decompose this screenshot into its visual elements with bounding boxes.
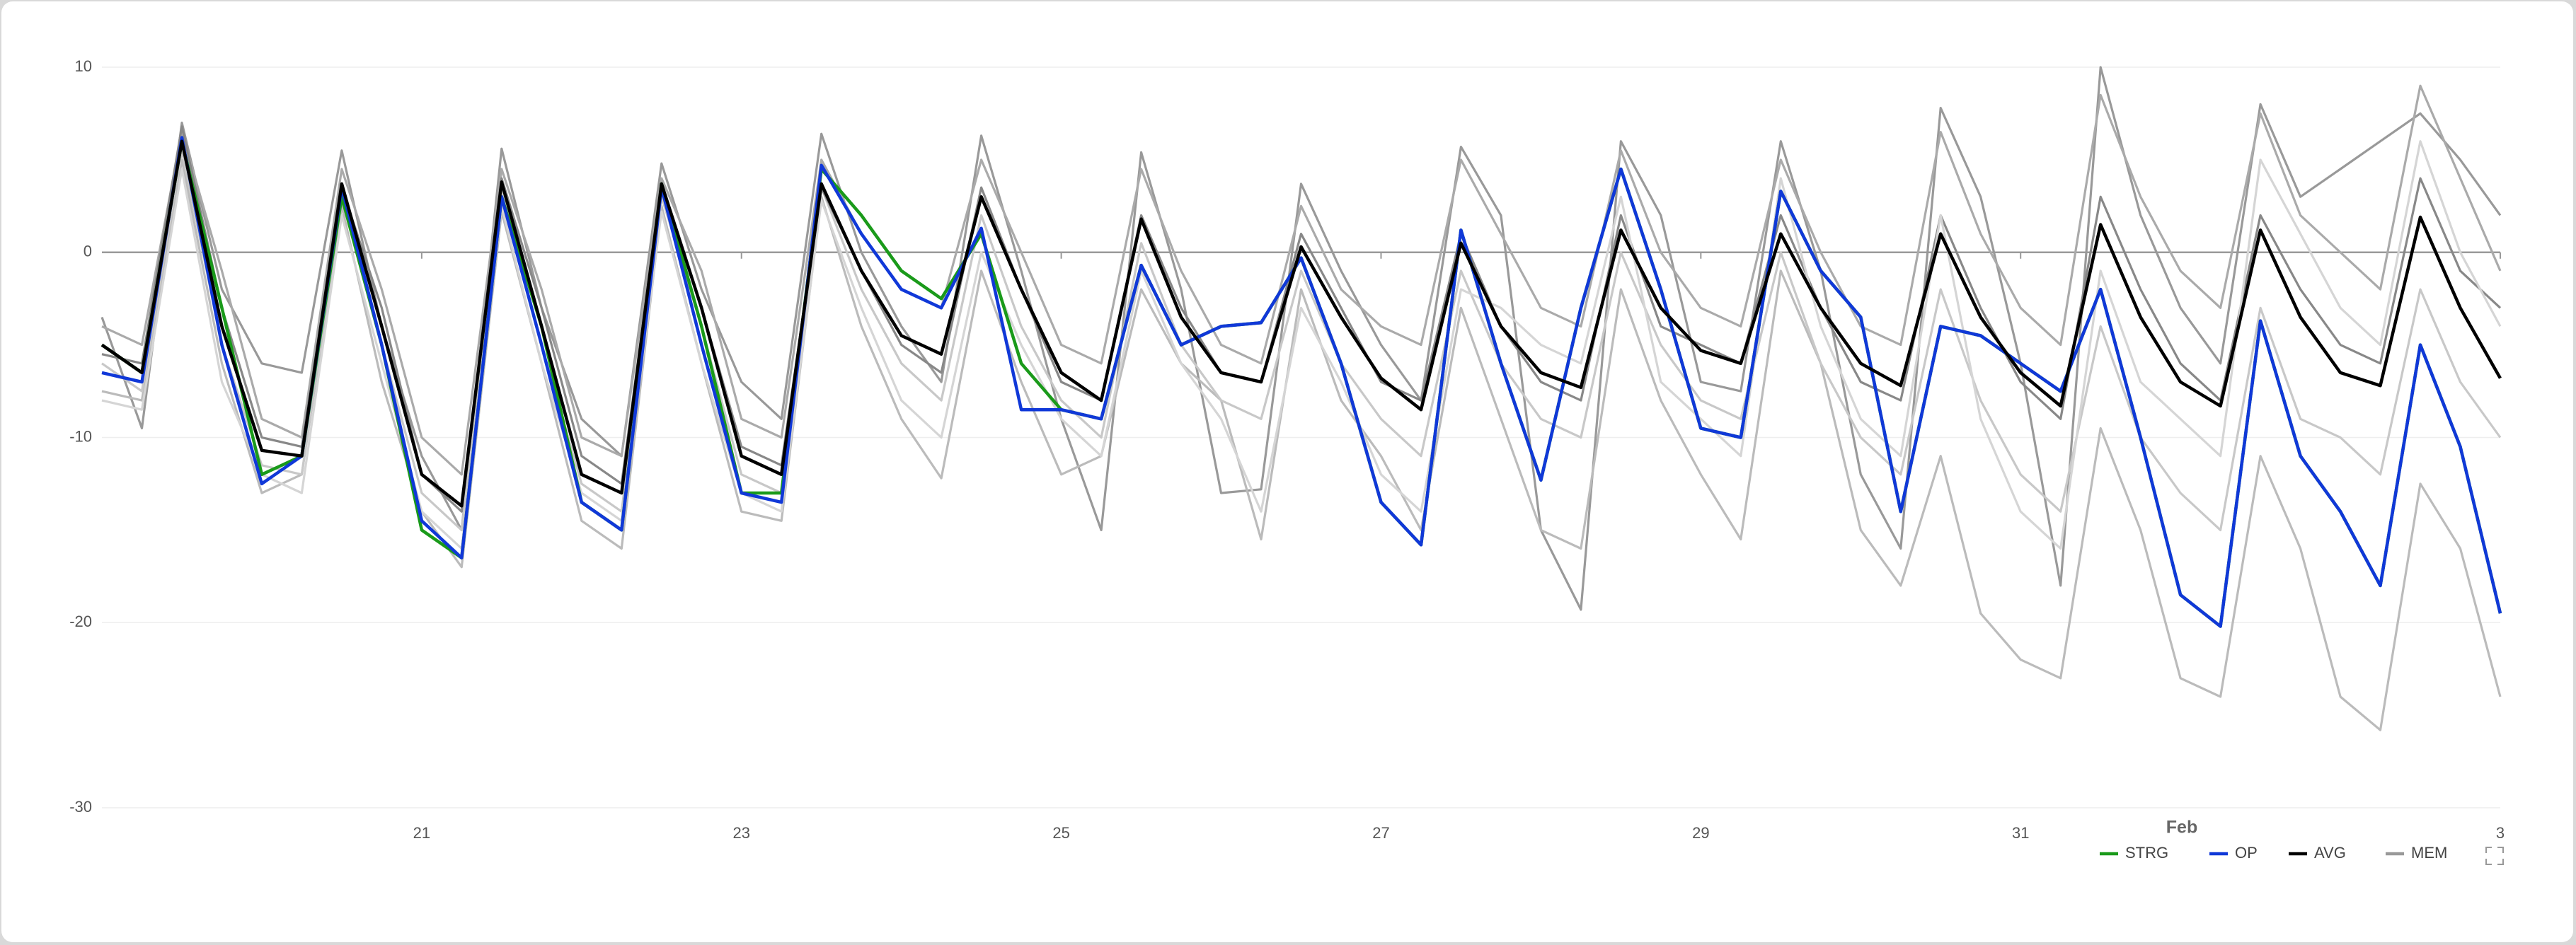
y-tick-label: 0 (84, 243, 92, 260)
y-tick-label: 10 (75, 57, 92, 75)
y-tick-label: -10 (69, 427, 92, 445)
y-tick-label: -20 (69, 613, 92, 630)
legend-label: OP (2235, 844, 2258, 862)
legend-label: AVG (2314, 844, 2346, 862)
member-line (100, 66, 2502, 611)
legend-label: MEM (2411, 844, 2447, 862)
member-line (101, 84, 2502, 476)
legend-label: STRG (2125, 844, 2168, 862)
x-tick-label: 3 (2496, 824, 2505, 842)
y-tick-label: -30 (69, 798, 92, 816)
expand-icon-path[interactable] (2485, 847, 2504, 865)
x-tick-label: 25 (1052, 824, 1069, 842)
series-line (100, 139, 2502, 508)
x-annotation: Feb (2166, 818, 2197, 837)
x-tick-label: 29 (1692, 824, 1709, 842)
member-line (101, 125, 2502, 513)
x-tick-label: 27 (1372, 824, 1389, 842)
x-tick-label: 21 (413, 824, 430, 842)
lines (100, 66, 2502, 731)
series-line (101, 136, 2502, 628)
x-tick-label: 31 (2012, 824, 2029, 842)
x-tick-label: 23 (732, 824, 749, 842)
member-line (101, 140, 2502, 550)
expand-icon[interactable] (2485, 847, 2504, 865)
